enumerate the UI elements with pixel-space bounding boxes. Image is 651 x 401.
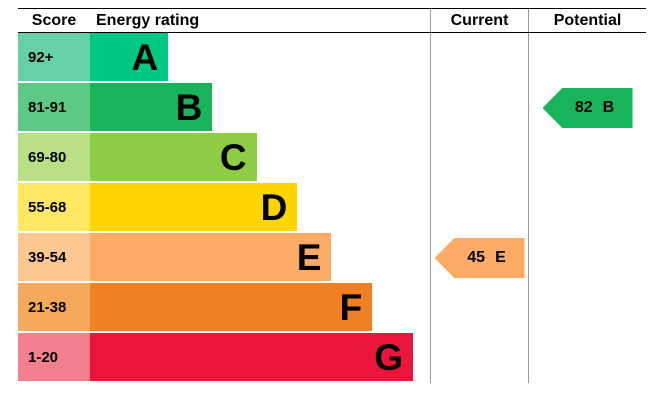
band-bar-a: A — [90, 33, 169, 81]
current-cell-f — [430, 283, 528, 333]
rating-letter: B — [602, 99, 615, 116]
band-row-g: 1-20 G — [18, 333, 646, 383]
potential-cell-g — [528, 333, 646, 383]
band-row-e: 39-54 E 45 E — [18, 233, 646, 283]
bar-area-e: E — [90, 233, 430, 283]
score-column-header: Score — [31, 11, 77, 29]
bar-area-f: F — [90, 283, 430, 333]
band-row-d: 55-68 D — [18, 183, 646, 233]
rating-bands: 92+ A 81-91 B 82 B 69-80 C 55-68 D 39-54 E 45 E 21-38 F… — [18, 33, 646, 383]
score-range-d: 55-68 — [18, 183, 90, 231]
band-letter-e: E — [296, 236, 322, 278]
band-letter-c: C — [219, 136, 247, 178]
potential-cell-a — [528, 33, 646, 83]
score-range-b: 81-91 — [18, 83, 90, 131]
bar-area-g: G — [90, 333, 430, 383]
potential-cell-e — [528, 233, 646, 283]
band-letter-f: F — [339, 286, 363, 328]
band-bar-d: D — [90, 183, 298, 231]
band-letter-b: B — [175, 86, 203, 128]
score-range-g: 1-20 — [18, 333, 90, 381]
potential-cell-b: 82 B — [528, 83, 646, 133]
score-range-c: 69-80 — [18, 133, 90, 181]
band-row-a: 92+ A — [18, 33, 646, 83]
band-bar-c: C — [90, 133, 257, 181]
band-row-f: 21-38 F — [18, 283, 646, 333]
current-cell-c — [430, 133, 528, 183]
rating-letter: E — [495, 249, 506, 266]
band-row-c: 69-80 C — [18, 133, 646, 183]
potential-column-header: Potential — [528, 9, 646, 32]
rating-value: 45 — [467, 249, 486, 266]
current-cell-e: 45 E — [430, 233, 528, 283]
potential-cell-d — [528, 183, 646, 233]
band-row-b: 81-91 B 82 B — [18, 83, 646, 133]
potential-cell-c — [528, 133, 646, 183]
band-letter-d: D — [260, 186, 288, 228]
band-letter-a: A — [131, 36, 159, 78]
bar-area-b: B — [90, 83, 430, 133]
bar-area-d: D — [90, 183, 430, 233]
band-bar-g: G — [90, 333, 413, 381]
bar-area-c: C — [90, 133, 430, 183]
band-letter-g: G — [374, 336, 403, 378]
current-cell-b — [430, 83, 528, 133]
score-range-a: 92+ — [18, 33, 90, 81]
current-cell-d — [430, 183, 528, 233]
current-column-header: Current — [430, 9, 528, 32]
score-range-f: 21-38 — [18, 283, 90, 331]
current-rating-arrow: 45 E — [434, 238, 525, 278]
band-bar-f: F — [90, 283, 373, 331]
potential-rating-arrow: 82 B — [542, 88, 633, 128]
chart-header: Score Energy rating Current Potential — [18, 8, 646, 33]
current-cell-a — [430, 33, 528, 83]
epc-energy-rating-chart: Score Energy rating Current Potential 92… — [18, 8, 646, 383]
current-cell-g — [430, 333, 528, 383]
potential-cell-f — [528, 283, 646, 333]
band-bar-e: E — [90, 233, 332, 281]
energy-rating-column-header: Energy rating — [96, 11, 200, 29]
band-bar-b: B — [90, 83, 213, 131]
score-range-e: 39-54 — [18, 233, 90, 281]
rating-value: 82 — [574, 99, 593, 116]
bar-area-a: A — [90, 33, 430, 83]
